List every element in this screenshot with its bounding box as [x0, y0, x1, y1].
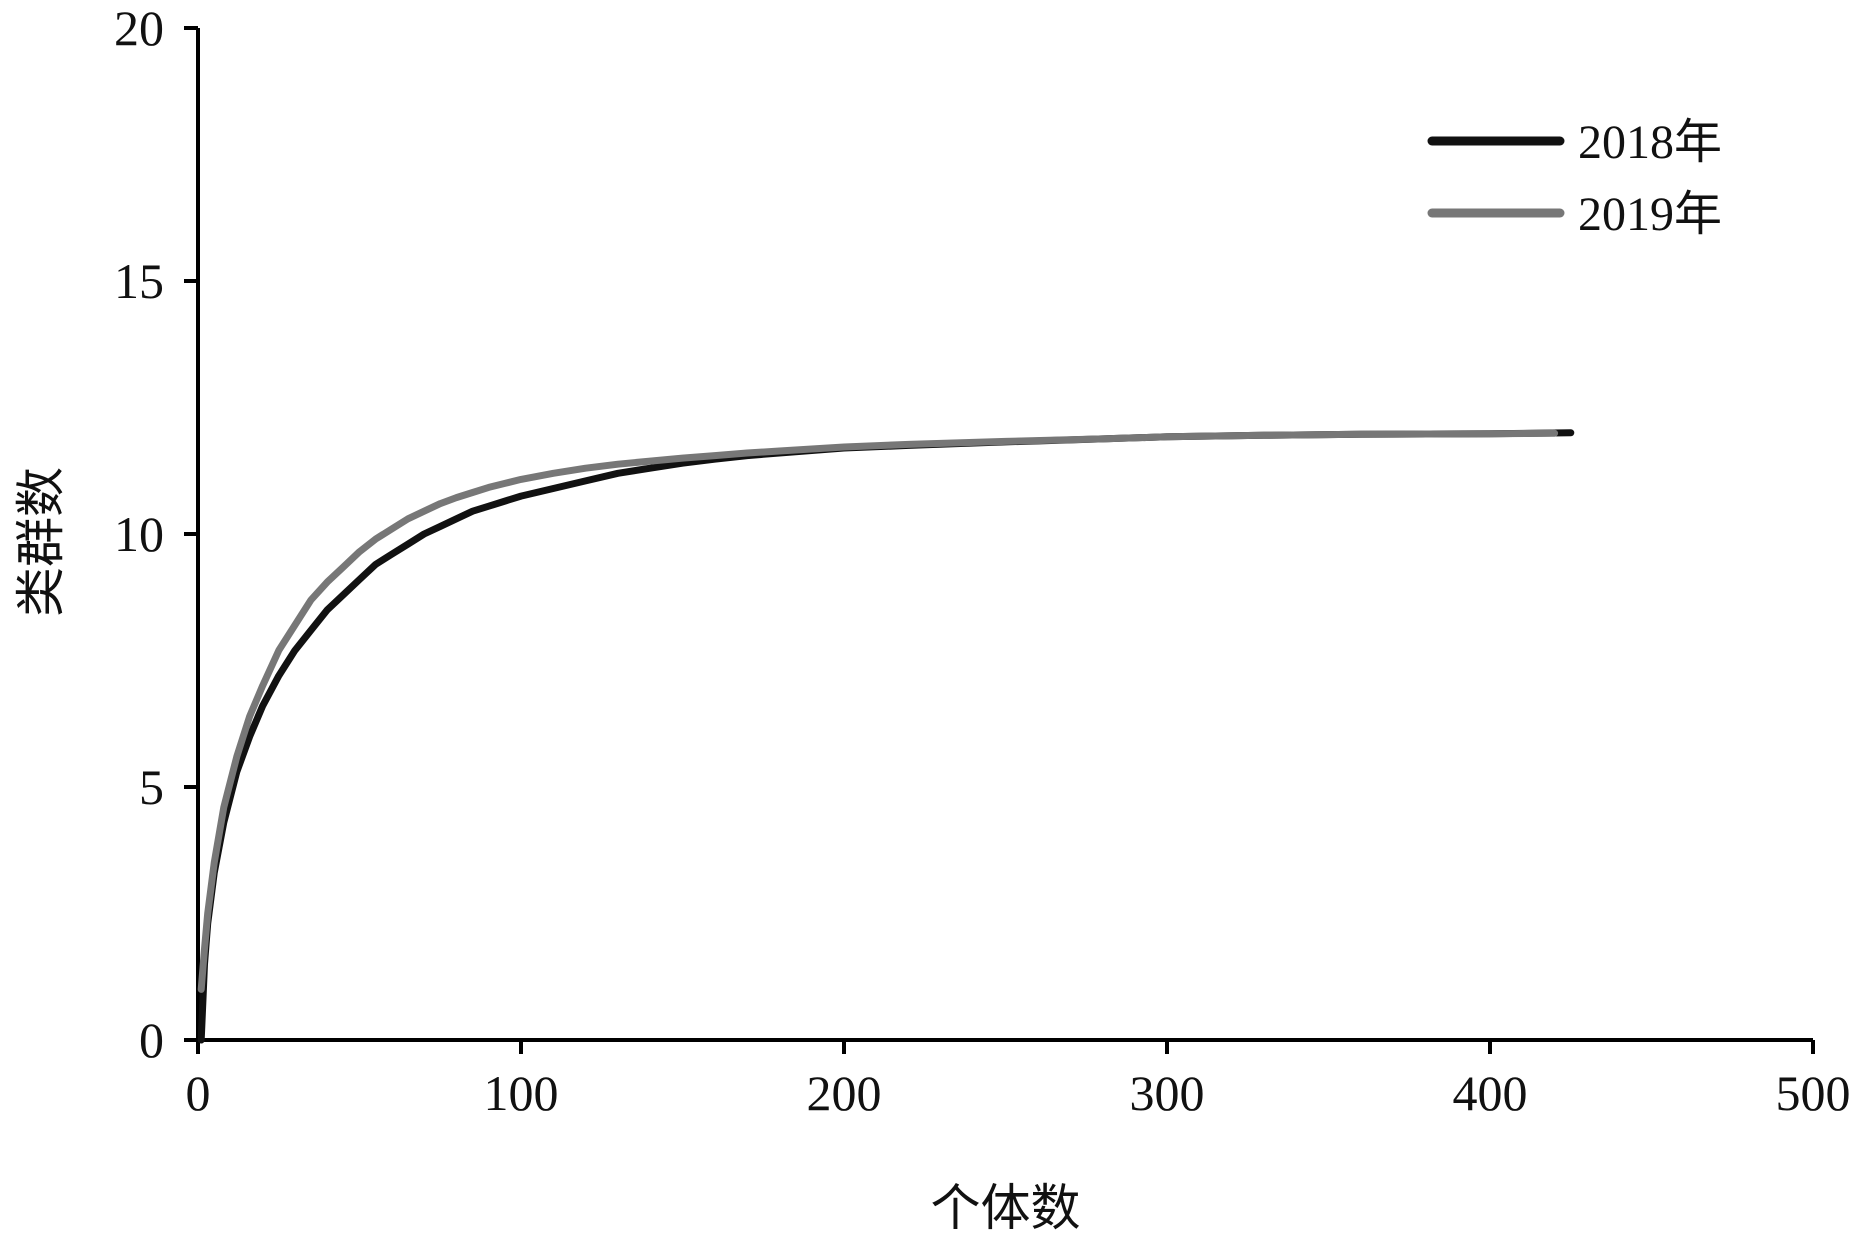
x-tick-label: 400	[1453, 1065, 1528, 1121]
y-tick-label: 10	[114, 506, 164, 562]
x-axis-title: 个体数	[931, 1179, 1081, 1237]
series-line-1	[197, 429, 1559, 993]
y-axis-title: 类群数	[12, 467, 70, 617]
legend-label-1: 2019年	[1578, 188, 1722, 241]
x-tick-label: 100	[484, 1065, 559, 1121]
x-tick-label: 500	[1776, 1065, 1851, 1121]
x-tick-label: 0	[186, 1065, 211, 1121]
y-tick-label: 0	[139, 1012, 164, 1068]
ticks: 0 100 200 300 400 500 0 5 10 15 20	[114, 0, 1851, 1121]
axes	[196, 28, 1813, 1042]
series-group	[197, 429, 1575, 1044]
legend: 2018年 2019年	[1427, 116, 1722, 241]
series-line-0	[197, 429, 1575, 1044]
x-tick-label: 300	[1130, 1065, 1205, 1121]
y-tick-label: 15	[114, 253, 164, 309]
x-tick-label: 200	[807, 1065, 882, 1121]
legend-label-0: 2018年	[1578, 116, 1722, 169]
y-tick-label: 5	[139, 759, 164, 815]
y-tick-label: 20	[114, 0, 164, 56]
